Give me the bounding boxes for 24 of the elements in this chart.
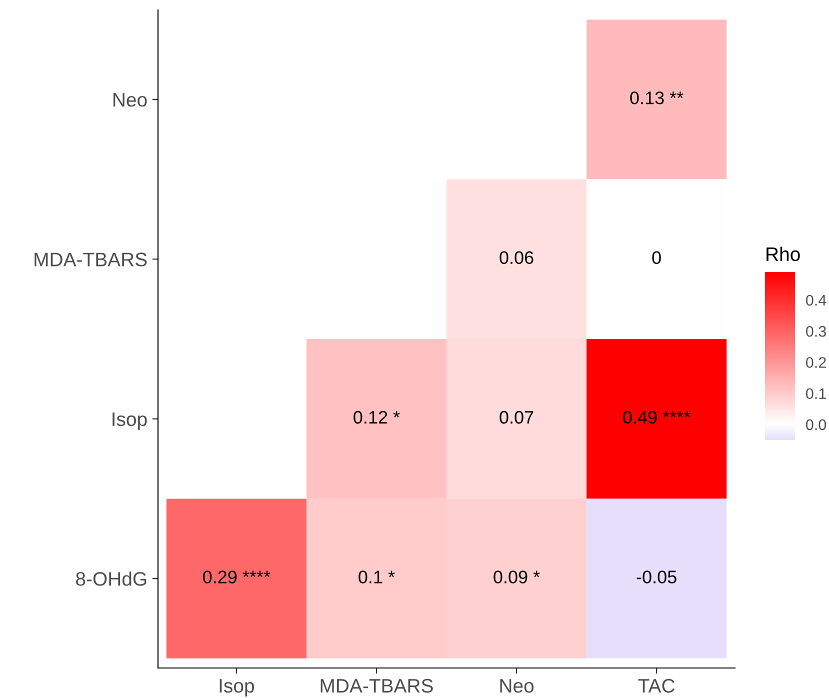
x-tick-label: Isop [220,679,254,697]
data-label: -0.05 [636,570,676,584]
data-label: 0.12 * [354,410,400,424]
data-label: 0.07 [500,410,534,424]
y-tick-label: Isop [112,412,147,430]
color-bar-label: 0.2 [806,357,826,368]
x-tick-label: Neo [500,679,534,693]
color-bar-label: 0.1 [806,388,826,400]
color-bar-label: 0.0 [806,419,826,430]
color-bar-label: 0.4 [806,294,826,306]
x-tick-label: TAC [638,678,675,693]
data-label: 0.13 ** [630,92,684,104]
y-tick-label: Neo [114,93,147,107]
data-label: 0 [652,251,661,264]
data-label: 0.29 **** [203,570,270,584]
color-bar-title: Rho [766,246,800,262]
data-label: 0.09 * [494,570,540,584]
data-label: 0.1 * [358,570,395,584]
y-tick-label: MDA-TBARS [34,252,147,266]
x-tick-label: MDA-TBARS [320,678,433,693]
y-tick-label: 8-OHdG [76,572,146,586]
color-bar-label: 0.3 [806,326,826,337]
data-label: 0.49 **** [623,410,690,424]
data-label: 0.06 [500,251,534,264]
